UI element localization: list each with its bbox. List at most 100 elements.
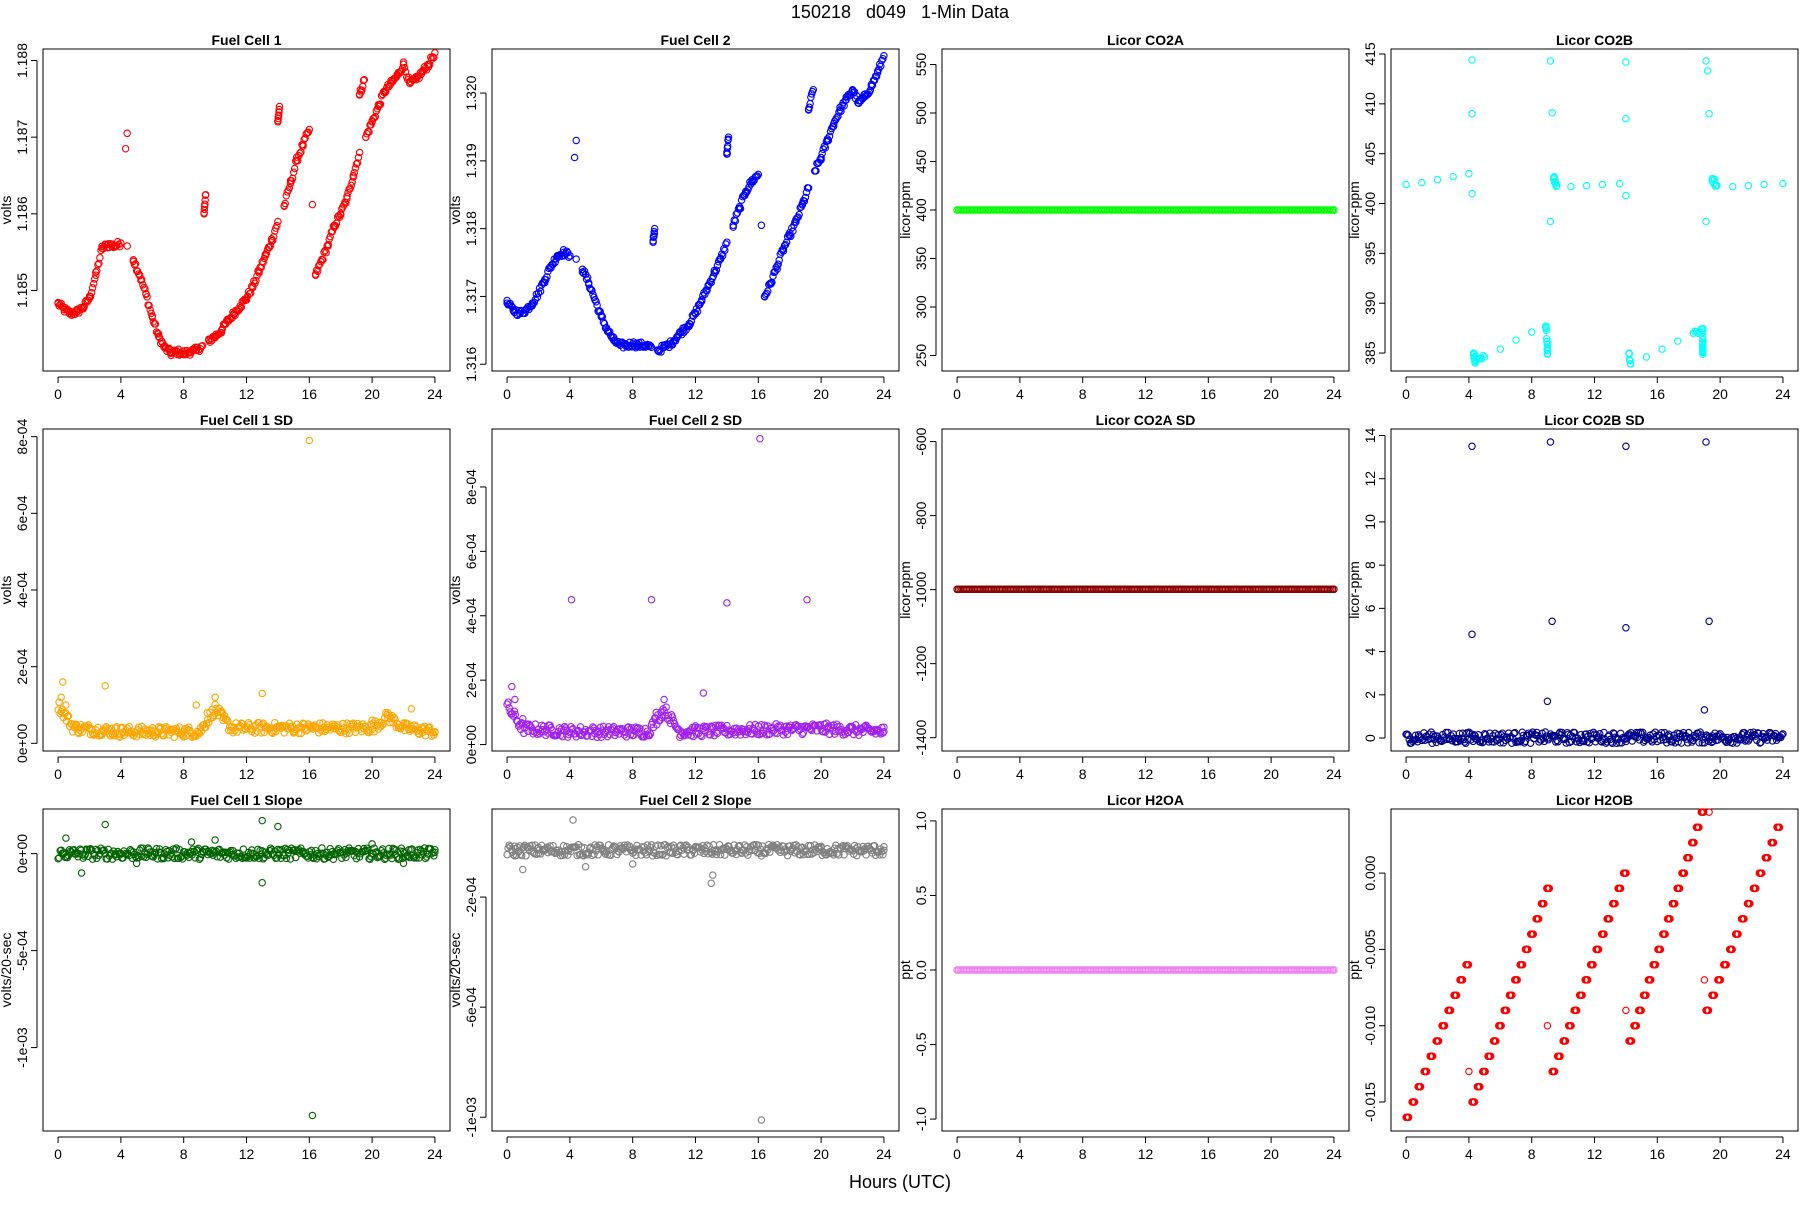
data-point [92,268,100,276]
data-point [425,723,434,731]
data-point [1582,181,1591,190]
y-tick-label: 1.185 [14,273,30,308]
data-point [1492,1037,1500,1045]
data-point [773,262,781,270]
data-point [511,695,519,704]
x-tick-label: 24 [1775,1146,1791,1162]
data-point [1481,731,1490,739]
data-point [314,261,323,270]
data-point [1622,1006,1630,1015]
data-point [132,859,141,868]
x-tick-label: 16 [1650,386,1666,402]
data-point [649,238,657,246]
data-point [756,434,764,443]
data-point [1704,737,1713,746]
data-point [1476,1082,1484,1091]
data-point [559,726,568,734]
y-tick-label: -1e-03 [463,1097,479,1138]
data-point [318,844,326,852]
data-point [347,181,355,190]
data-point [534,289,543,297]
data-point [386,850,394,858]
panel-title: Fuel Cell 2 SD [649,412,742,428]
data-point [148,313,157,322]
data-point [368,840,376,848]
data-point [191,854,199,862]
x-tick-label: 16 [1650,766,1666,782]
data-point [691,722,700,730]
plot-frame [1390,428,1799,752]
data-point [365,128,373,136]
data-point [65,846,74,854]
data-point [1778,731,1786,739]
data-point [1410,1098,1419,1106]
data-point [206,338,214,346]
y-tick-label: -0.015 [1362,1082,1378,1122]
data-point [222,715,231,724]
data-point [160,732,168,740]
data-point [1721,737,1730,745]
data-point [1713,181,1721,190]
data-point [211,693,219,702]
data-points [953,966,1338,974]
data-point [1699,325,1707,333]
data-point [196,854,205,862]
x-tick-label: 4 [1465,386,1473,402]
panel-title: Fuel Cell 2 Slope [639,792,751,808]
plot-frame [491,808,900,1132]
data-point [198,341,207,350]
data-point [419,847,428,856]
data-point [371,112,380,121]
data-point [679,326,687,335]
data-point [211,836,219,844]
data-point [1637,1006,1645,1015]
data-point [782,238,791,247]
data-point [572,136,580,145]
data-point [547,262,555,270]
data-points [1402,438,1787,747]
data-point [654,346,662,355]
y-tick-label: 2 [1362,691,1378,699]
data-points [503,434,888,742]
data-point [1689,329,1698,337]
data-point [96,253,104,262]
data-point [192,701,201,709]
data-point [75,729,83,738]
y-tick-label: 2e-04 [14,649,30,685]
data-point [71,310,79,319]
data-point [339,719,347,728]
data-point [62,701,70,709]
data-point [249,282,257,291]
data-point [336,728,345,736]
data-point [289,846,298,855]
data-point [430,53,438,62]
data-point [286,179,295,187]
data-point [85,294,94,302]
data-point [385,844,393,853]
x-tick-label: 24 [876,766,892,782]
y-tick-label: -5e-04 [14,930,30,971]
data-point [528,299,536,307]
x-tick-label: 24 [876,1146,892,1162]
x-tick-label: 12 [1138,1146,1154,1162]
data-point [650,224,659,233]
data-point [663,843,671,852]
data-point [64,712,73,720]
data-point [588,286,596,295]
data-point [841,96,849,105]
data-point [342,853,350,862]
data-point [148,728,157,736]
x-tick-label: 8 [1079,386,1087,402]
data-point [1458,976,1467,984]
data-point [1513,976,1521,984]
data-point [1502,1006,1511,1015]
x-tick-label: 8 [1528,1146,1536,1162]
data-point [698,296,706,304]
data-point [522,852,530,860]
y-tick-label: -1200 [913,646,929,682]
data-point [1744,181,1753,190]
data-point [1546,438,1555,446]
data-point [1703,67,1712,75]
data-point [550,848,558,856]
data-point [399,58,408,66]
